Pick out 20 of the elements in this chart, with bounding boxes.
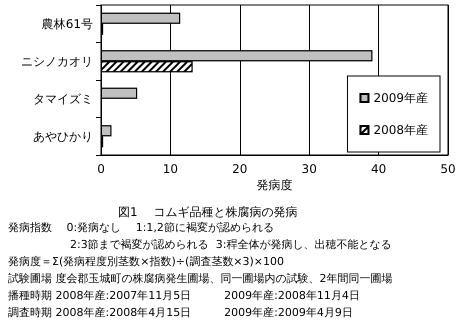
text: 2:3節まで褐変が認められる 3:稈全体が発病し、出穂不能となる xyxy=(70,238,392,251)
text: 発病指数 0:発病なし 1:1,2節に褐変が認められる xyxy=(8,221,274,234)
x-tick-label: 30 xyxy=(302,162,317,176)
text: 調査時期 2008年産:2008年4月15日 2009年産:2009年4月9日 xyxy=(8,306,353,319)
text: 播種時期 2008年産:2007年11月5日 2009年産:2008年11月4日 xyxy=(8,289,360,302)
x-tick-label: 40 xyxy=(370,162,386,176)
text: 試験圃場 度会郡玉城町の株腐病発生圃場、同一圃場内の試験、2年間同一圃場 xyxy=(8,272,392,285)
text: 発病度＝Σ(発病程度別茎数×指数)÷(調査茎数×3)×100 xyxy=(8,255,284,268)
y-tick-label: あやひかり xyxy=(33,129,93,144)
legend-label: 2008年産 xyxy=(373,123,428,137)
x-tick-label: 10 xyxy=(162,162,178,176)
x-tick-label: 20 xyxy=(232,162,248,176)
x-tick-label: 50 xyxy=(440,162,456,176)
y-tick-label: タマイズミ xyxy=(33,92,93,106)
legend-label: 2009年産 xyxy=(373,91,428,105)
text: 図1 コムギ品種と株腐病の発病 xyxy=(118,205,298,219)
x-axis-title: 発病度 xyxy=(256,178,292,192)
x-tick-label: 0 xyxy=(97,162,105,176)
y-tick-label: 農林61号 xyxy=(42,16,93,31)
y-tick-label: ニシノカオリ xyxy=(21,54,93,68)
